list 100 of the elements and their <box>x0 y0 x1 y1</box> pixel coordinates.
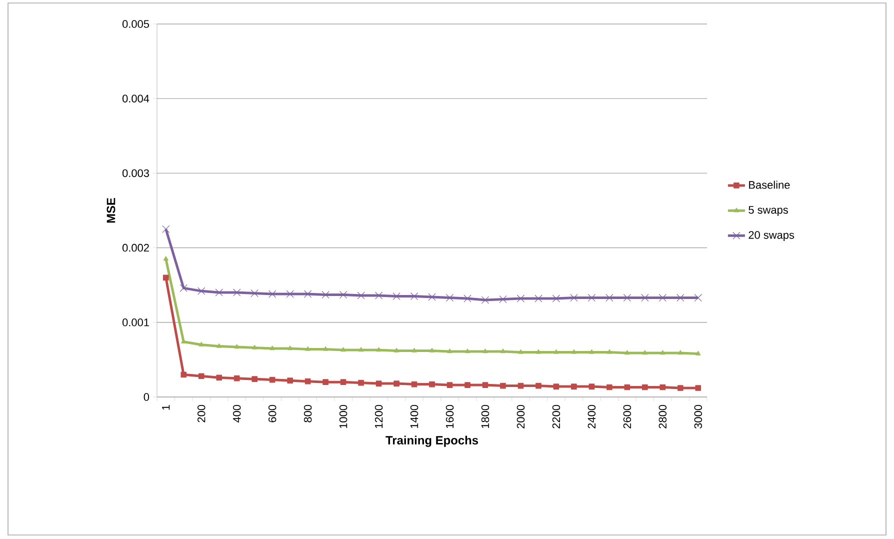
point <box>429 348 435 352</box>
x-tick-label: 1600 <box>446 404 454 428</box>
point <box>641 294 649 302</box>
point <box>268 290 276 298</box>
y-axis-title: MSE <box>106 198 116 223</box>
point <box>623 294 632 302</box>
point <box>696 350 701 356</box>
point <box>198 373 204 379</box>
point <box>215 288 223 296</box>
point <box>198 287 206 295</box>
y-tick-label: 0.004 <box>122 94 150 102</box>
point <box>287 378 293 384</box>
x-tick-label: 2400 <box>588 404 596 428</box>
point <box>410 292 418 300</box>
point <box>288 346 293 350</box>
point <box>180 372 187 378</box>
point <box>553 384 560 390</box>
point <box>606 294 614 302</box>
point <box>250 289 258 298</box>
x-tick-label: 1800 <box>481 404 490 428</box>
point <box>678 350 683 355</box>
point <box>270 346 275 350</box>
point <box>180 284 188 292</box>
point <box>446 382 453 388</box>
x-tick-label: 1400 <box>410 404 418 428</box>
point <box>500 348 506 354</box>
point <box>464 294 472 302</box>
point <box>588 294 596 302</box>
point <box>234 375 240 382</box>
point <box>624 350 630 355</box>
point <box>162 274 169 281</box>
point <box>233 288 241 296</box>
point <box>500 382 506 389</box>
point <box>339 290 348 299</box>
point <box>216 374 222 380</box>
point <box>536 349 542 354</box>
point <box>234 344 240 349</box>
point <box>376 380 382 386</box>
point <box>660 350 666 355</box>
x-tick-label: 2000 <box>516 404 525 428</box>
point <box>554 349 559 354</box>
point <box>374 292 383 300</box>
x-tick-label: 800 <box>304 404 312 422</box>
x-tick-label: 1000 <box>339 404 348 428</box>
x-tick-label: 200 <box>197 404 206 422</box>
point <box>677 385 684 391</box>
point <box>518 382 524 389</box>
point <box>376 347 382 352</box>
point <box>481 296 490 304</box>
y-tick-label: 0.005 <box>122 20 150 28</box>
point <box>536 382 542 389</box>
y-tick-label: 0.001 <box>122 318 149 326</box>
point <box>518 349 524 354</box>
point <box>216 343 222 348</box>
point <box>162 225 170 233</box>
x-tick-label: 1200 <box>374 404 383 428</box>
point <box>606 349 612 354</box>
x-tick-label: 600 <box>268 404 276 422</box>
point <box>642 350 648 355</box>
point <box>642 384 648 390</box>
point <box>392 292 400 300</box>
point <box>357 292 365 300</box>
point <box>624 384 630 390</box>
point <box>588 384 595 390</box>
point <box>570 294 578 302</box>
x-tick-label: 2800 <box>658 404 667 428</box>
point <box>340 379 346 385</box>
point <box>358 380 364 386</box>
point <box>482 348 488 354</box>
point <box>394 380 400 386</box>
point <box>411 381 418 388</box>
legend-label: 20 swaps <box>748 231 794 242</box>
point <box>606 384 612 390</box>
point <box>447 348 452 354</box>
point <box>658 294 666 302</box>
point <box>304 290 312 298</box>
point <box>198 342 204 346</box>
point <box>446 294 454 302</box>
y-tick-label: 0.003 <box>122 169 149 178</box>
point <box>322 290 330 299</box>
point <box>694 294 702 302</box>
point <box>323 346 328 351</box>
y-tick-label: 0.002 <box>122 244 149 252</box>
point <box>516 294 525 302</box>
x-tick-label: 3000 <box>694 404 702 428</box>
point <box>589 349 594 354</box>
point <box>163 256 168 261</box>
point <box>571 384 577 390</box>
legend-label: 5 swaps <box>748 206 788 216</box>
point <box>695 385 702 391</box>
x-axis-title: Training Epochs <box>386 436 478 447</box>
point <box>499 295 507 304</box>
point <box>340 347 346 352</box>
legend-label: Baseline <box>749 180 790 189</box>
point <box>428 293 436 301</box>
point <box>252 344 258 350</box>
point <box>676 294 684 302</box>
point <box>660 384 666 390</box>
x-tick-label: 1 <box>162 405 170 410</box>
point <box>571 349 576 354</box>
